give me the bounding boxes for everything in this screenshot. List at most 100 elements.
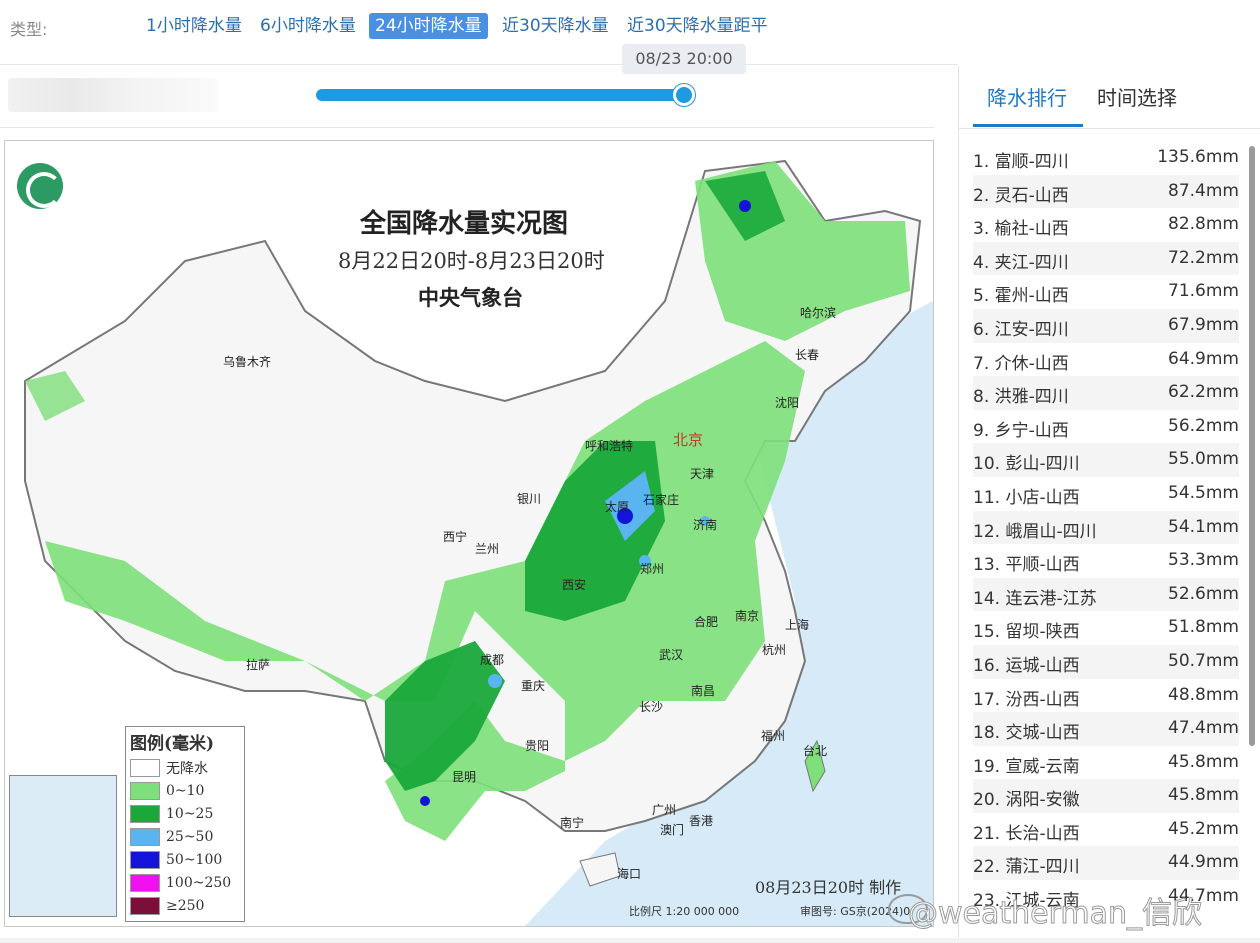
legend-swatch: [130, 827, 160, 846]
city-label: 南京: [735, 609, 760, 623]
ranking-row[interactable]: 22. 蒲江-四川 44.9mm: [973, 846, 1239, 881]
tab-time-select[interactable]: 时间选择: [1097, 86, 1177, 110]
ranking-row[interactable]: 6. 江安-四川 67.9mm: [973, 308, 1239, 343]
ranking-row[interactable]: 18. 交城-山西 47.4mm: [973, 712, 1239, 746]
ranking-station: 3. 榆社-山西: [973, 219, 1069, 240]
ranking-station: 23. 江城-云南: [973, 891, 1080, 912]
time-slider-track[interactable]: [316, 89, 686, 101]
ranking-row[interactable]: 20. 涡阳-安徽 45.8mm: [973, 779, 1239, 813]
legend-item: 25~50: [126, 825, 244, 848]
tab-precip-ranking[interactable]: 降水排行: [987, 86, 1067, 110]
ranking-value: 67.9mm: [1168, 314, 1239, 335]
ranking-value: 135.6mm: [1157, 147, 1239, 167]
ranking-row[interactable]: 15. 留坝-陕西 51.8mm: [973, 611, 1239, 645]
legend-label: 无降水: [166, 760, 208, 777]
legend-label: 0~10: [166, 782, 205, 799]
city-label: 香港: [689, 814, 714, 828]
city-label: 哈尔滨: [800, 306, 837, 320]
ranking-station: 20. 涡阳-安徽: [973, 790, 1080, 811]
cma-logo: [17, 163, 63, 209]
ranking-value: 71.6mm: [1168, 281, 1239, 302]
ranking-row[interactable]: 23. 江城-云南 44.7mm: [973, 880, 1239, 914]
map-scale: 比例尺 1:20 000 000: [629, 905, 740, 918]
tab-1h-precip[interactable]: 1小时降水量: [146, 16, 242, 36]
legend-item: 50~100: [126, 848, 244, 871]
ranking-station: 1. 富顺-四川: [973, 152, 1069, 172]
legend-swatch: [130, 873, 160, 892]
ranking-value: 53.3mm: [1168, 550, 1239, 571]
ranking-row[interactable]: 3. 榆社-山西 82.8mm: [973, 208, 1239, 242]
ranking-station: 21. 长治-山西: [973, 823, 1080, 844]
city-label: 昆明: [452, 770, 477, 784]
type-label: 类型:: [10, 20, 48, 39]
blurred-controls: [8, 78, 218, 112]
tab-30d-precip[interactable]: 近30天降水量: [502, 16, 609, 36]
divider: [0, 127, 934, 128]
city-label: 长春: [795, 348, 820, 362]
city-label: 福州: [761, 729, 786, 743]
ranking-station: 10. 彭山-四川: [973, 454, 1080, 475]
city-label: 太原: [605, 500, 630, 514]
ranking-value: 44.7mm: [1168, 886, 1239, 907]
ranking-value: 44.9mm: [1168, 852, 1239, 873]
ranking-list: 1. 富顺-四川 135.6mm 2. 灵石-山西 87.4mm 3. 榆社-山西 82.…: [973, 141, 1239, 943]
slider-time-tooltip: 08/23 20:00: [622, 44, 746, 74]
watermark: @weatherman_信欣: [907, 896, 1203, 932]
divider: [959, 128, 1260, 129]
city-label: 西安: [562, 578, 587, 592]
ranking-station: 15. 留坝-陕西: [973, 622, 1080, 643]
ranking-row[interactable]: 13. 平顺-山西 53.3mm: [973, 544, 1239, 578]
ranking-row[interactable]: 7. 介休-山西 64.9mm: [973, 343, 1239, 377]
ranking-row[interactable]: 4. 夹江-四川 72.2mm: [973, 241, 1239, 276]
ranking-value: 72.2mm: [1168, 247, 1239, 268]
ranking-station: 9. 乡宁-山西: [973, 420, 1069, 441]
ranking-row[interactable]: 9. 乡宁-山西 56.2mm: [973, 410, 1239, 444]
ranking-station: 14. 连云港-江苏: [973, 588, 1097, 609]
city-label: 成都: [480, 653, 505, 667]
ranking-value: 62.2mm: [1168, 382, 1239, 403]
legend-swatch: [130, 850, 160, 869]
ranking-station: 11. 小店-山西: [973, 487, 1080, 508]
ranking-row[interactable]: 17. 汾西-山西 48.8mm: [973, 679, 1239, 713]
ranking-row[interactable]: 8. 洪雅-四川 62.2mm: [973, 376, 1239, 410]
ranking-row[interactable]: 21. 长治-山西 45.2mm: [973, 813, 1239, 847]
city-label: 南宁: [560, 816, 585, 830]
city-label: 呼和浩特: [585, 439, 634, 453]
ranking-station: 16. 运城-山西: [973, 655, 1080, 676]
ranking-value: 52.6mm: [1168, 583, 1239, 604]
legend-label: 25~50: [166, 828, 214, 845]
ranking-row[interactable]: 1. 富顺-四川 135.6mm: [973, 141, 1239, 175]
ranking-value: 51.8mm: [1168, 617, 1239, 638]
ranking-row[interactable]: 5. 霍州-山西 71.6mm: [973, 275, 1239, 309]
ranking-station: 22. 蒲江-四川: [973, 857, 1080, 878]
city-label: 天津: [690, 467, 715, 481]
ranking-station: 5. 霍州-山西: [973, 286, 1069, 307]
city-label: 台北: [803, 744, 828, 758]
city-label: 武汉: [659, 648, 684, 662]
ranking-station: 4. 夹江-四川: [973, 252, 1069, 273]
time-slider-handle[interactable]: [673, 84, 695, 106]
legend-item: ≥250: [126, 894, 244, 917]
city-label: 杭州: [762, 643, 787, 657]
city-label: 贵阳: [525, 739, 550, 753]
city-label: 合肥: [694, 615, 719, 629]
tab-6h-precip[interactable]: 6小时降水量: [260, 16, 356, 36]
ranking-row[interactable]: 11. 小店-山西 54.5mm: [973, 477, 1239, 511]
city-label: 济南: [693, 518, 718, 532]
ranking-value: 50.7mm: [1168, 650, 1239, 671]
scrollbar[interactable]: [1249, 146, 1255, 746]
ranking-row[interactable]: 16. 运城-山西 50.7mm: [973, 644, 1239, 679]
city-label: 海口: [617, 867, 642, 881]
ranking-row[interactable]: 10. 彭山-四川 55.0mm: [973, 443, 1239, 477]
ranking-row[interactable]: 19. 宣威-云南 45.8mm: [973, 746, 1239, 780]
ranking-row[interactable]: 14. 连云港-江苏 52.6mm: [973, 577, 1239, 612]
city-label: 西宁: [443, 530, 468, 544]
ranking-value: 54.1mm: [1168, 516, 1239, 537]
tab-24h-precip[interactable]: 24小时降水量: [369, 13, 488, 39]
tab-30d-anomaly[interactable]: 近30天降水量距平: [627, 16, 768, 36]
ranking-value: 48.8mm: [1168, 684, 1239, 705]
legend-swatch: [130, 804, 160, 823]
ranking-row[interactable]: 2. 灵石-山西 87.4mm: [973, 174, 1239, 209]
ranking-station: 2. 灵石-山西: [973, 185, 1069, 206]
ranking-row[interactable]: 12. 峨眉山-四川 54.1mm: [973, 510, 1239, 545]
